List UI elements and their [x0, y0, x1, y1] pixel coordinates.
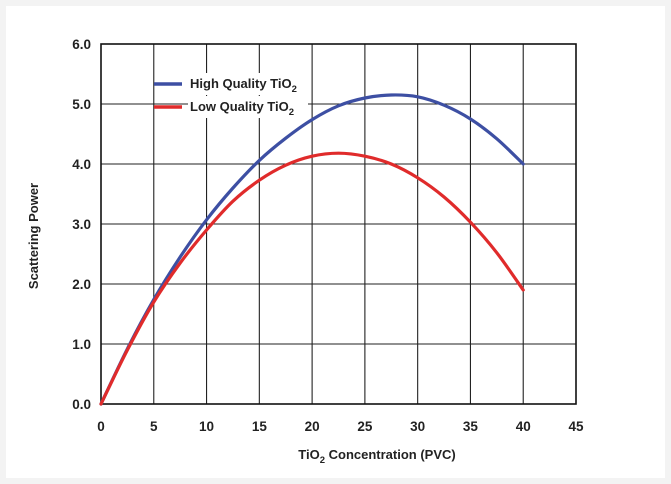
x-tick-label: 10: [199, 419, 214, 434]
x-tick-label: 0: [97, 419, 105, 434]
x-axis-title: TiO2 Concentration (PVC): [298, 447, 455, 466]
tick-labels: 0 5 10 15 20 25 30 35 40 45 0.0 1.0 2.0 3.0 4.0 5.0 6.0: [72, 37, 584, 434]
y-tick-label: 2.0: [72, 277, 91, 292]
y-tick-label: 5.0: [72, 97, 91, 112]
x-tick-label: 45: [568, 419, 584, 434]
series-line-low-quality: [99, 151, 525, 406]
y-tick-label: 1.0: [72, 337, 91, 352]
x-tick-label: 15: [252, 419, 268, 434]
legend: High Quality TiO2 Low Quality TiO2: [154, 73, 308, 118]
x-tick-label: 5: [150, 419, 158, 434]
legend-label-bg: [188, 73, 308, 95]
y-tick-label: 0.0: [72, 397, 91, 412]
plot-border: [100, 43, 577, 405]
legend-label: High Quality TiO2: [190, 76, 297, 95]
legend-label-bg: [188, 96, 308, 118]
line-chart: 0 5 10 15 20 25 30 35 40 450.01.02.03.04.05.06.0 …: [26, 37, 584, 466]
x-tick-label: 30: [410, 419, 425, 434]
legend-label: Low Quality TiO2: [190, 99, 294, 118]
chart-panel: 0 5 10 15 20 25 30 35 40 45 0.0 1.0 2.0 3.0 4.0 5.0 6.0 …: [6, 6, 665, 478]
y-tick-label: 3.0: [72, 217, 91, 232]
x-tick-label: 40: [516, 419, 531, 434]
series-line-high-quality: [99, 93, 525, 406]
x-tick-label: 25: [357, 419, 373, 434]
y-tick-label: 4.0: [72, 157, 91, 172]
x-tick-label: 35: [463, 419, 479, 434]
series-layer: [99, 93, 525, 406]
y-tick-label: 6.0: [72, 37, 91, 52]
x-tick-label: 20: [305, 419, 320, 434]
y-axis-title: Scattering Power: [26, 183, 41, 289]
grid-lines: [101, 44, 576, 404]
